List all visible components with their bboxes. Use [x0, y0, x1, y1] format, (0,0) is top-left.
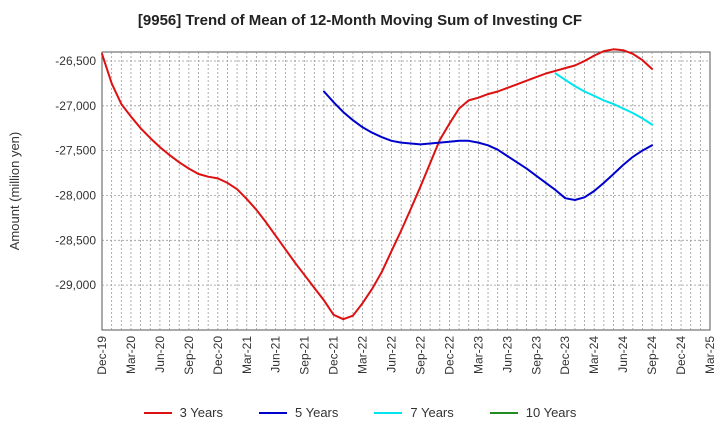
y-tick-label: -27,500: [55, 144, 96, 158]
x-tick-label: Dec-20: [211, 336, 225, 375]
x-tick-label: Mar-25: [703, 336, 717, 374]
series-line-3-years: [101, 48, 654, 321]
x-tick-label: Jun-20: [153, 336, 167, 373]
x-tick-label: Mar-22: [356, 336, 370, 374]
legend-swatch: [374, 411, 403, 414]
y-tick-label: -27,000: [55, 99, 96, 113]
legend: 3 Years 5 Years 7 Years 10 Years: [0, 405, 720, 420]
y-tick-label: -28,500: [55, 233, 96, 247]
legend-swatch: [259, 411, 287, 414]
legend-label: 3 Years: [179, 405, 223, 420]
chart-title: [9956] Trend of Mean of 12-Month Moving …: [137, 12, 583, 29]
legend-label: 7 Years: [410, 405, 454, 420]
x-tick-label: Jun-23: [500, 336, 514, 373]
legend-swatch: [143, 411, 172, 414]
x-tick-label: Sep-23: [529, 336, 543, 375]
x-tick-label: Dec-24: [674, 336, 688, 375]
legend-swatch: [489, 411, 518, 414]
x-tick-label: Mar-20: [124, 336, 138, 374]
y-tick-label: -29,000: [55, 278, 96, 292]
legend-label: 10 Years: [525, 405, 577, 420]
x-tick-label: Jun-22: [385, 336, 399, 373]
x-tick-label: Dec-21: [327, 336, 341, 375]
x-tick-label: Dec-23: [558, 336, 572, 375]
x-tick-label: Sep-21: [298, 336, 312, 375]
x-tick-label: Jun-21: [269, 336, 283, 373]
legend-item: 5 Years: [259, 405, 338, 420]
legend-item: 3 Years: [143, 405, 223, 420]
x-tick-label: Mar-24: [587, 336, 601, 374]
y-axis-label: Amount (million yen): [7, 132, 22, 251]
series-line-5-years: [323, 90, 654, 201]
legend-item: 10 Years: [489, 405, 577, 420]
y-tick-label: -26,500: [55, 54, 96, 68]
x-tick-label: Jun-24: [616, 336, 630, 373]
series-line-7-years: [554, 72, 654, 126]
legend-item: 7 Years: [374, 405, 454, 420]
plot-area: [101, 51, 711, 331]
x-tick-label: Dec-19: [95, 336, 109, 375]
y-tick-label: -28,000: [55, 188, 96, 202]
legend-label: 5 Years: [295, 405, 339, 420]
x-tick-label: Sep-22: [413, 336, 427, 375]
x-tick-label: Sep-20: [182, 336, 196, 375]
x-tick-label: Mar-23: [471, 336, 485, 374]
x-tick-label: Mar-21: [240, 336, 254, 374]
x-tick-label: Sep-24: [645, 336, 659, 375]
x-tick-label: Dec-22: [442, 336, 456, 375]
